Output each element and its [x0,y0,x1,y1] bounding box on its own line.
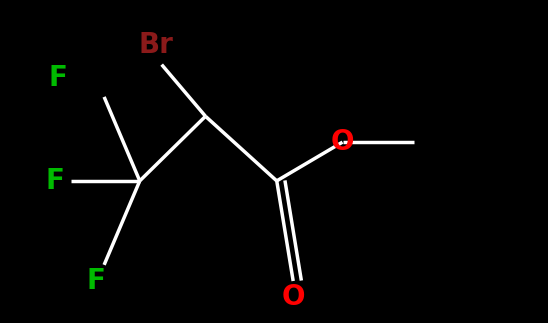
Text: O: O [282,283,305,311]
Text: F: F [45,167,64,195]
Text: Br: Br [139,31,174,59]
Text: O: O [331,128,354,156]
Text: F: F [87,267,105,295]
Text: F: F [48,64,67,91]
